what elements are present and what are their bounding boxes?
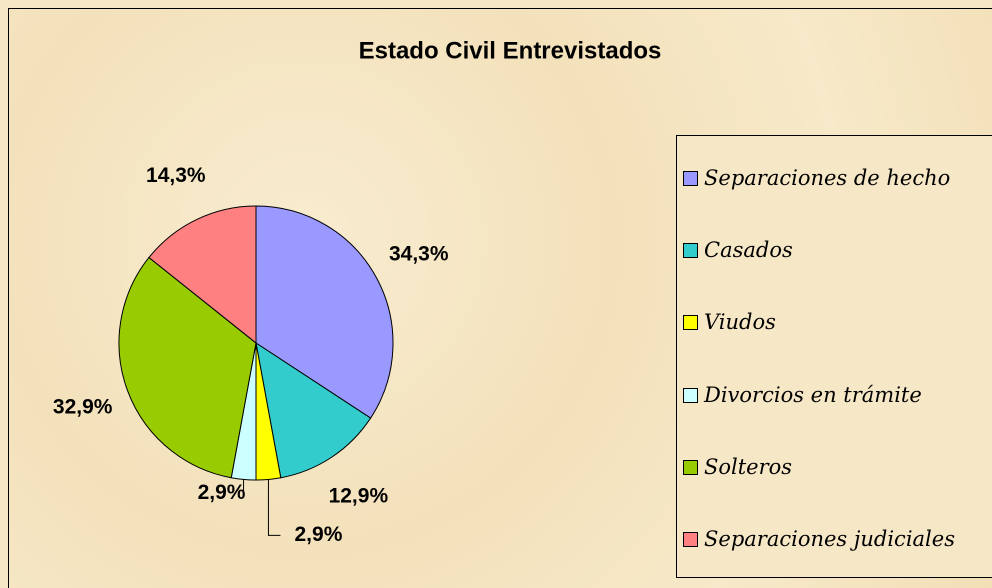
- pie-slice: [148, 205, 257, 345]
- legend-label: Separaciones de hecho: [704, 166, 951, 191]
- data-label: 12,9%: [329, 485, 389, 508]
- legend: Separaciones de hecho Casados Viudos Divorc…: [676, 135, 992, 578]
- data-label: 2,9%: [198, 481, 246, 504]
- legend-label: Solteros: [704, 454, 793, 479]
- pie-slice: [118, 256, 257, 479]
- data-label: 2,9%: [295, 523, 343, 546]
- data-label: 14,3%: [146, 164, 206, 187]
- legend-label: Casados: [704, 238, 793, 263]
- legend-item: Casados: [683, 237, 992, 263]
- legend-swatch: [683, 171, 698, 187]
- data-label: 32,9%: [53, 395, 113, 418]
- legend-item: Separaciones judiciales: [683, 526, 992, 552]
- legend-item: Separaciones de hecho: [683, 165, 992, 191]
- legend-swatch: [683, 387, 698, 403]
- legend-swatch: [683, 531, 698, 547]
- legend-label: Divorcios en trámite: [704, 382, 922, 407]
- legend-label: Separaciones judiciales: [704, 526, 955, 551]
- chart-title: Estado Civil Entrevistados: [359, 37, 662, 64]
- legend-swatch: [683, 243, 698, 259]
- legend-swatch: [683, 315, 698, 331]
- legend-label: Viudos: [704, 310, 776, 335]
- legend-item: Solteros: [683, 454, 992, 480]
- data-label: 34,3%: [389, 243, 449, 266]
- legend-item: Divorcios en trámite: [683, 382, 992, 408]
- legend-swatch: [683, 459, 698, 475]
- pie-slice: [255, 341, 372, 479]
- leader-line: [267, 479, 281, 536]
- legend-item: Viudos: [683, 309, 992, 335]
